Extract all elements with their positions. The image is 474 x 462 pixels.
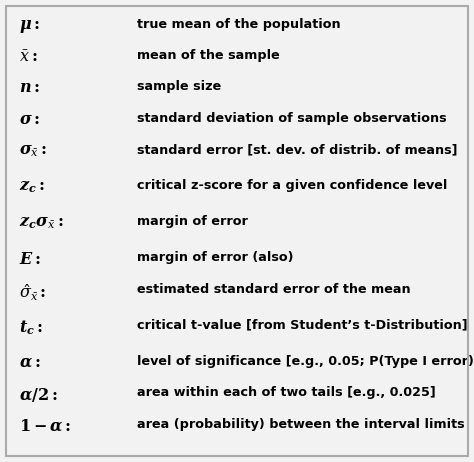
Text: level of significance [e.g., 0.05; P(Type I error)]: level of significance [e.g., 0.05; P(Typ… bbox=[137, 355, 474, 368]
Text: $\boldsymbol{\bar{x}}\mathbf{:}$: $\boldsymbol{\bar{x}}\mathbf{:}$ bbox=[19, 49, 37, 65]
Text: $\boldsymbol{z}_{\boldsymbol{c}}\mathbf{:}$: $\boldsymbol{z}_{\boldsymbol{c}}\mathbf{… bbox=[19, 179, 45, 195]
Text: mean of the sample: mean of the sample bbox=[137, 49, 280, 62]
Text: estimated standard error of the mean: estimated standard error of the mean bbox=[137, 283, 411, 296]
Text: margin of error (also): margin of error (also) bbox=[137, 251, 294, 264]
Text: area (probability) between the interval limits: area (probability) between the interval … bbox=[137, 418, 465, 431]
Text: $\boldsymbol{t}_{\boldsymbol{c}}\mathbf{:}$: $\boldsymbol{t}_{\boldsymbol{c}}\mathbf{… bbox=[19, 319, 43, 337]
Text: $\boldsymbol{\sigma}\mathbf{:}$: $\boldsymbol{\sigma}\mathbf{:}$ bbox=[19, 112, 40, 127]
Text: $\boldsymbol{E}\mathbf{:}$: $\boldsymbol{E}\mathbf{:}$ bbox=[19, 251, 41, 267]
Text: standard deviation of sample observations: standard deviation of sample observation… bbox=[137, 112, 447, 125]
Text: critical t-value [from Student’s t-Distribution]: critical t-value [from Student’s t-Distr… bbox=[137, 319, 468, 332]
Text: $\boldsymbol{\hat{\sigma}}_{\boldsymbol{\bar{x}}}\mathbf{:}$: $\boldsymbol{\hat{\sigma}}_{\boldsymbol{… bbox=[19, 283, 46, 304]
Text: $\boldsymbol{\sigma}_{\boldsymbol{\bar{x}}}\mathbf{:}$: $\boldsymbol{\sigma}_{\boldsymbol{\bar{x… bbox=[19, 143, 47, 159]
Text: standard error [st. dev. of distrib. of means]: standard error [st. dev. of distrib. of … bbox=[137, 143, 458, 156]
Text: $\boldsymbol{\alpha}\mathbf{:}$: $\boldsymbol{\alpha}\mathbf{:}$ bbox=[19, 355, 41, 370]
Text: margin of error: margin of error bbox=[137, 215, 248, 228]
Text: critical z-score for a given confidence level: critical z-score for a given confidence … bbox=[137, 179, 448, 192]
Text: $\boldsymbol{n}\mathbf{:}$: $\boldsymbol{n}\mathbf{:}$ bbox=[19, 80, 40, 95]
Text: $\boldsymbol{z}_{\boldsymbol{c}}\boldsymbol{\sigma}_{\boldsymbol{\bar{x}}}\mathb: $\boldsymbol{z}_{\boldsymbol{c}}\boldsym… bbox=[19, 215, 64, 231]
Text: area within each of two tails [e.g., 0.025]: area within each of two tails [e.g., 0.0… bbox=[137, 386, 436, 399]
Text: $\boldsymbol{\alpha/2}\mathbf{:}$: $\boldsymbol{\alpha/2}\mathbf{:}$ bbox=[19, 386, 58, 404]
Text: true mean of the population: true mean of the population bbox=[137, 18, 341, 30]
Text: $\mathbf{1-}\boldsymbol{\alpha}\mathbf{:}$: $\mathbf{1-}\boldsymbol{\alpha}\mathbf{:… bbox=[19, 418, 72, 433]
Text: $\boldsymbol{\mu}\mathbf{:}$: $\boldsymbol{\mu}\mathbf{:}$ bbox=[19, 18, 40, 35]
Text: sample size: sample size bbox=[137, 80, 222, 93]
